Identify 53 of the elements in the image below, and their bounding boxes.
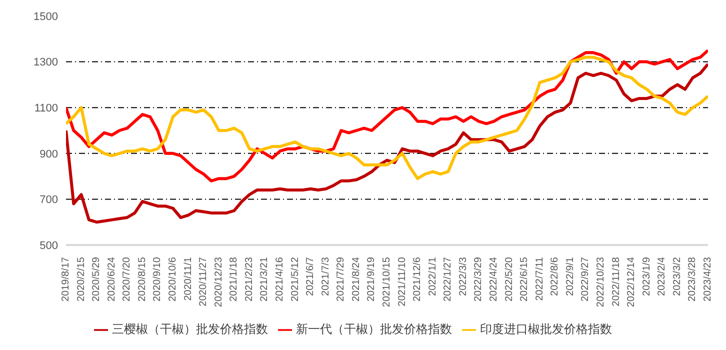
x-tick-label: 2022/3/3	[458, 256, 469, 296]
x-tick-label: 2020/2/15	[76, 256, 87, 302]
x-tick-label: 2020/7/20	[122, 256, 133, 302]
x-tick-label: 2022/1/27	[442, 256, 454, 302]
x-tick-label: 2022/8/6	[550, 256, 561, 296]
x-tick-label: 2022/12/14	[626, 256, 638, 308]
x-tick-label: 2021/2/23	[244, 256, 255, 302]
y-tick-label: 500	[40, 240, 58, 252]
x-tick-label: 2021/7/3	[320, 256, 332, 296]
x-tick-label: 2021/8/24	[350, 256, 362, 302]
x-tick-label: 2022/7/11	[534, 256, 546, 301]
x-tick-label: 2020/11/27	[198, 256, 210, 306]
legend-label: 印度进口椒批发价格指数	[480, 322, 612, 336]
x-tick-label: 2022/9/1	[564, 256, 576, 296]
x-tick-label: 2020/11/1	[182, 256, 194, 301]
x-tick-label: 2020/5/29	[91, 256, 102, 302]
x-tick-label: 2020/10/6	[168, 256, 178, 302]
x-tick-label: 2021/9/19	[366, 256, 378, 302]
x-tick-label: 2021/5/12	[290, 256, 301, 302]
y-tick-label: 1300	[34, 56, 58, 69]
x-tick-label: 2022/10/23	[596, 256, 606, 308]
line-series	[66, 62, 708, 224]
x-tick-label: 2023/4/23	[702, 256, 714, 302]
y-tick-label: 700	[40, 194, 58, 206]
x-tick-label: 2021/6/7	[305, 256, 316, 296]
x-tick-label: 2021/12/6	[412, 256, 424, 302]
y-tick-label: 1100	[34, 102, 58, 115]
x-tick-label: 2021/11/10	[396, 256, 408, 306]
y-tick-label: 1500	[34, 10, 58, 23]
x-tick-label: 2022/3/29	[473, 256, 484, 302]
x-tick-label: 2023/1/9	[641, 256, 652, 296]
x-tick-label: 2021/7/29	[336, 256, 347, 302]
x-tick-label: 2022/4/24	[488, 256, 500, 302]
x-tick-label: 2020/8/15	[136, 256, 148, 302]
x-tick-label: 2021/1/18	[228, 256, 240, 302]
x-tick-label: 2020/9/10	[152, 256, 164, 302]
legend-label: 新一代（干椒）批发价格指数	[296, 322, 452, 336]
x-tick-label: 2020/12/23	[213, 256, 224, 308]
x-tick-label: 2022/5/20	[504, 256, 515, 302]
x-tick-label: 2019/8/17	[60, 256, 72, 302]
legend-label: 三樱椒（干椒）批发价格指数	[112, 322, 268, 336]
x-tick-label: 2021/3/21	[259, 256, 270, 302]
x-tick-label: 2022/11/18	[610, 256, 622, 306]
x-tick-label: 2021/10/15	[382, 256, 392, 308]
x-tick-label: 2023/3/2	[672, 256, 683, 296]
x-tick-label: 2020/6/24	[106, 256, 118, 302]
x-tick-label: 2022/9/27	[580, 256, 592, 302]
x-tick-label: 2022/6/15	[519, 256, 530, 302]
x-tick-label: 2022/1/1	[427, 256, 438, 296]
x-tick-label: 2021/4/16	[274, 256, 286, 302]
y-tick-label: 900	[40, 148, 58, 160]
x-tick-label: 2023/3/28	[687, 256, 698, 302]
x-tick-label: 2023/2/4	[656, 256, 668, 296]
